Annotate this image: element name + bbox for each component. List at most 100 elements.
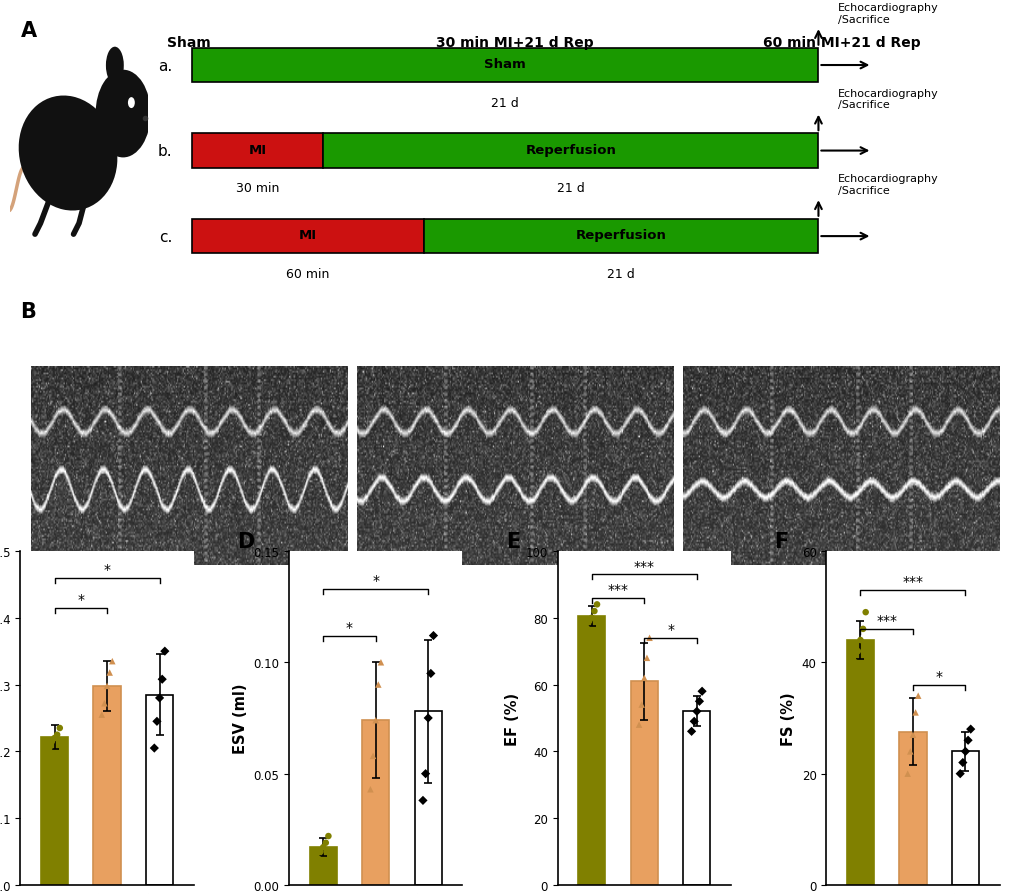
Text: ***: *** — [875, 613, 897, 628]
Point — [362, 782, 378, 797]
Bar — [423, 220, 817, 254]
Text: a.: a. — [158, 58, 172, 73]
Point — [99, 679, 115, 693]
Bar — [309, 848, 336, 885]
Text: D: D — [236, 531, 254, 552]
Text: b.: b. — [157, 144, 172, 159]
Bar — [951, 752, 978, 885]
Point — [372, 655, 388, 670]
Text: *: * — [666, 622, 674, 637]
Point — [957, 745, 973, 759]
Point — [102, 666, 118, 680]
Point — [46, 731, 62, 746]
Text: Echocardiography
/Sacrifice: Echocardiography /Sacrifice — [838, 89, 937, 110]
Point — [49, 728, 65, 742]
Text: E: E — [505, 531, 520, 552]
Text: *: * — [345, 620, 353, 634]
Point — [631, 718, 647, 732]
Text: 30 min MI+21 d Rep: 30 min MI+21 d Rep — [436, 36, 593, 50]
Point — [94, 708, 110, 722]
Point — [686, 714, 702, 729]
Point — [52, 721, 68, 736]
Y-axis label: EF (%): EF (%) — [504, 692, 520, 745]
Point — [422, 667, 438, 681]
Text: Sham: Sham — [484, 58, 526, 72]
Point — [846, 655, 862, 670]
Point — [849, 645, 865, 659]
Text: 21 d: 21 d — [606, 267, 634, 281]
Point — [317, 836, 333, 850]
Text: ***: *** — [902, 575, 922, 588]
Text: c.: c. — [159, 230, 172, 244]
Point — [96, 696, 112, 711]
Bar — [192, 134, 323, 169]
Bar — [192, 220, 423, 254]
Text: 60 min: 60 min — [285, 267, 329, 281]
Point — [588, 597, 604, 611]
Point — [104, 654, 120, 669]
Text: 21 d: 21 d — [556, 182, 584, 195]
Point — [636, 671, 652, 686]
Bar — [683, 712, 710, 885]
Point — [320, 829, 336, 843]
Text: Sham: Sham — [167, 36, 210, 50]
Text: MI: MI — [249, 144, 266, 156]
Text: *: * — [934, 669, 942, 683]
Point — [312, 845, 328, 859]
Point — [904, 728, 920, 742]
Text: Reperfusion: Reperfusion — [575, 229, 665, 242]
Text: 21 d: 21 d — [491, 97, 519, 110]
Point — [425, 628, 441, 643]
Point — [365, 749, 381, 763]
Point — [370, 678, 386, 692]
Point — [415, 793, 431, 807]
Point — [157, 645, 173, 659]
Text: Reperfusion: Reperfusion — [525, 144, 615, 156]
Y-axis label: FS (%): FS (%) — [781, 691, 796, 745]
Bar — [192, 48, 817, 83]
Point — [691, 695, 707, 709]
Point — [367, 713, 383, 728]
Point — [581, 614, 597, 628]
Ellipse shape — [18, 97, 117, 211]
Bar — [41, 737, 68, 885]
Point — [951, 767, 967, 781]
Point — [310, 851, 326, 865]
Point — [41, 741, 57, 755]
Text: 60 min MI+21 d Rep: 60 min MI+21 d Rep — [762, 36, 919, 50]
Point — [959, 733, 975, 747]
Bar — [578, 616, 605, 885]
Point — [907, 705, 923, 720]
Y-axis label: ESV (ml): ESV (ml) — [232, 683, 248, 754]
Point — [954, 755, 970, 770]
Point — [586, 604, 602, 619]
Point — [638, 651, 654, 665]
Point — [315, 840, 331, 855]
Point — [854, 622, 870, 637]
Point — [693, 684, 709, 698]
Ellipse shape — [106, 47, 123, 85]
Point — [44, 734, 60, 748]
Point — [852, 633, 868, 647]
Bar — [146, 695, 173, 885]
Circle shape — [96, 71, 151, 158]
Text: Echocardiography
/Sacrifice: Echocardiography /Sacrifice — [838, 3, 937, 24]
Point — [857, 605, 873, 620]
Text: ***: *** — [633, 559, 654, 573]
Text: *: * — [104, 562, 110, 577]
Point — [420, 711, 436, 725]
Point — [962, 722, 978, 737]
Bar — [630, 681, 657, 885]
Bar — [899, 732, 925, 885]
Bar — [362, 721, 389, 885]
Point — [688, 704, 704, 719]
Bar — [94, 686, 120, 885]
Bar — [846, 640, 873, 885]
Point — [151, 691, 167, 705]
Text: *: * — [77, 593, 85, 606]
Point — [633, 697, 649, 712]
Point — [683, 724, 699, 738]
Point — [909, 688, 925, 703]
Text: MI: MI — [299, 229, 317, 242]
Bar — [414, 712, 441, 885]
